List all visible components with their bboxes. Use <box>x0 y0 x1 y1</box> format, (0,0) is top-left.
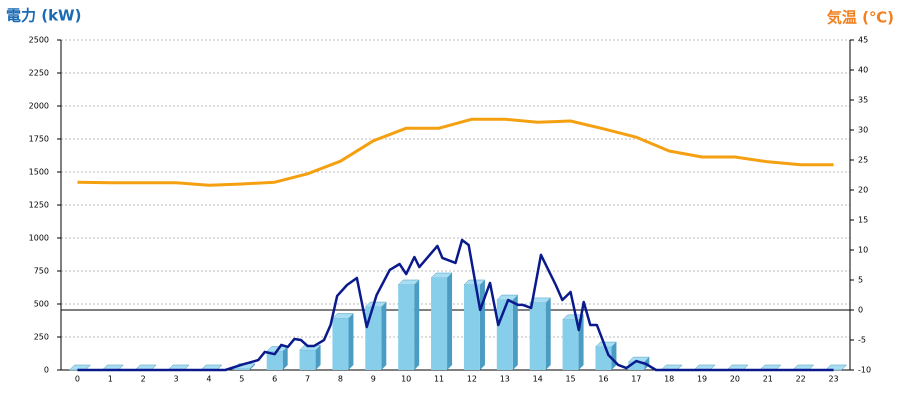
y2-tick-label: 15 <box>858 216 868 225</box>
bar <box>529 302 546 370</box>
x-tick-label: 14 <box>533 375 543 384</box>
y-axis-title: 電力 (kW) <box>6 7 81 25</box>
y-tick-label: 750 <box>34 267 49 276</box>
bar-side <box>282 346 288 370</box>
bar-side <box>447 272 453 370</box>
y-tick-label: 2250 <box>29 69 49 78</box>
y2-tick-label: -10 <box>858 366 871 375</box>
bar <box>562 319 579 370</box>
x-tick-label: 17 <box>631 375 641 384</box>
bar-side <box>315 345 321 370</box>
y2-tick-label: 20 <box>858 186 868 195</box>
x-tick-label: 10 <box>401 375 411 384</box>
x-tick-label: 1 <box>108 375 113 384</box>
x-tick-label: 21 <box>763 375 773 384</box>
bar-side <box>545 297 551 370</box>
x-tick-label: 18 <box>664 375 674 384</box>
bar <box>398 284 415 370</box>
y2-tick-label: 0 <box>858 306 863 315</box>
y-tick-label: 250 <box>34 333 49 342</box>
temperature-line <box>77 117 834 187</box>
x-tick-label: 23 <box>828 375 838 384</box>
y-tick-label: 1250 <box>29 201 49 210</box>
bar <box>266 351 283 370</box>
bar <box>431 277 448 370</box>
y-tick-label: 0 <box>44 366 49 375</box>
bar <box>332 318 349 370</box>
y2-tick-label: 35 <box>858 96 868 105</box>
y2-tick-label: 5 <box>858 276 863 285</box>
y-tick-label: 500 <box>34 300 49 309</box>
x-tick-label: 0 <box>75 375 80 384</box>
y2-tick-label: 25 <box>858 156 868 165</box>
y2-axis-title: 気温 (℃) <box>827 9 894 27</box>
y-tick-label: 1750 <box>29 135 49 144</box>
x-tick-label: 15 <box>565 375 575 384</box>
bar <box>463 284 480 370</box>
x-tick-label: 19 <box>697 375 707 384</box>
x-tick-label: 11 <box>434 375 444 384</box>
bar <box>628 362 645 370</box>
y-tick-label: 1500 <box>29 168 49 177</box>
bar <box>299 350 316 370</box>
bar-side <box>381 302 387 370</box>
x-tick-label: 4 <box>206 375 211 384</box>
y2-tick-label: 40 <box>858 66 868 75</box>
x-tick-label: 7 <box>305 375 310 384</box>
y2-tick-label: 10 <box>858 246 868 255</box>
x-tick-label: 5 <box>239 375 244 384</box>
x-tick-label: 22 <box>796 375 806 384</box>
x-tick-label: 6 <box>272 375 277 384</box>
bar-side <box>479 279 485 370</box>
x-tick-label: 13 <box>500 375 510 384</box>
bar-side <box>414 279 420 370</box>
x-tick-label: 12 <box>467 375 477 384</box>
bar <box>365 307 382 370</box>
x-tick-label: 20 <box>730 375 740 384</box>
x-tick-label: 2 <box>141 375 146 384</box>
bar <box>595 347 612 370</box>
power-line <box>77 238 834 372</box>
bar-side <box>512 295 518 370</box>
x-tick-label: 16 <box>598 375 608 384</box>
x-tick-label: 8 <box>338 375 343 384</box>
bar-side <box>348 313 354 370</box>
x-tick-label: 9 <box>371 375 376 384</box>
x-tick-label: 3 <box>174 375 179 384</box>
y-tick-label: 1000 <box>29 234 49 243</box>
y2-tick-label: 45 <box>858 36 868 45</box>
y-tick-label: 2000 <box>29 102 49 111</box>
bar <box>233 368 250 370</box>
y2-tick-label: 30 <box>858 126 868 135</box>
y-tick-label: 2500 <box>29 36 49 45</box>
y2-tick-label: -5 <box>858 336 866 345</box>
